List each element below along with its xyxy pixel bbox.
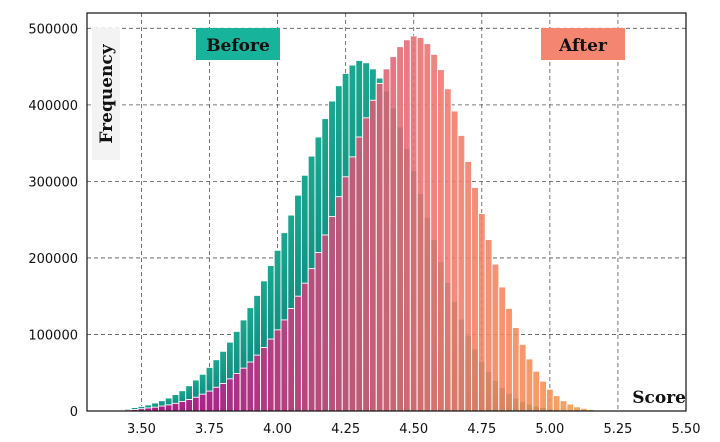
bar-after: [253, 354, 262, 412]
bar-after: [539, 380, 547, 412]
bar-after: [280, 319, 289, 412]
bar-after: [525, 358, 534, 412]
bar-after: [457, 135, 466, 412]
bar-after: [260, 347, 268, 412]
bar-after: [226, 378, 234, 412]
x-tick-label: 4.25: [331, 422, 360, 437]
bar-after: [205, 390, 214, 412]
bar-after: [471, 187, 479, 412]
bar-after: [164, 404, 173, 412]
bar-after: [409, 35, 418, 412]
bar-after: [430, 53, 438, 412]
bar-after: [505, 307, 513, 412]
bar-after: [566, 403, 575, 412]
y-tick-label: 500000: [28, 22, 78, 37]
bar-after: [321, 234, 330, 412]
bar-after: [382, 68, 391, 412]
bar-after: [396, 46, 404, 412]
bar-after: [212, 386, 221, 412]
bar-after: [335, 196, 343, 412]
y-tick-labels: 0 100000 200000 300000 400000 500000: [28, 22, 78, 420]
bar-after: [389, 56, 398, 412]
bar-after: [219, 383, 227, 412]
y-tick-label: 0: [70, 405, 78, 420]
bar-after: [369, 99, 377, 412]
y-tick-label: 100000: [28, 328, 78, 343]
bar-after: [552, 395, 561, 412]
y-tick-label: 400000: [28, 99, 78, 114]
bar-after: [307, 268, 316, 412]
x-tick-label: 4.50: [399, 422, 428, 437]
x-tick-label: 5.25: [603, 422, 632, 437]
bar-after: [443, 88, 452, 412]
bar-after: [239, 367, 248, 412]
legend-after: After: [541, 28, 625, 60]
bar-after: [362, 117, 370, 412]
bar-after: [287, 307, 296, 412]
y-axis-title-box: Frequency: [92, 28, 120, 160]
x-tick-label: 4.00: [263, 422, 292, 437]
bar-after: [246, 361, 255, 412]
legend-before-label: Before: [206, 36, 270, 56]
x-tick-label: 4.75: [467, 422, 496, 437]
x-tick-label: 3.50: [127, 422, 156, 437]
x-tick-label: 3.75: [195, 422, 224, 437]
bar-after: [314, 252, 323, 412]
x-tick-label: 5.50: [672, 422, 701, 437]
legend-after-swatch: [541, 28, 625, 60]
bar-after: [266, 338, 275, 412]
x-tick-labels: 3.50 3.75 4.00 4.25 4.50 4.75 5.00 5.25 5.50: [127, 422, 700, 437]
bar-after: [511, 327, 520, 412]
y-tick-label: 300000: [28, 175, 78, 190]
bar-after: [341, 176, 350, 412]
bar-after: [416, 37, 425, 412]
bar-after: [294, 295, 302, 412]
bar-after: [273, 329, 282, 412]
bar-after: [328, 216, 336, 412]
bar-after: [464, 161, 473, 412]
bar-after: [178, 400, 187, 412]
legend-before: Before: [196, 28, 280, 60]
bar-after: [450, 110, 459, 412]
bar-after: [158, 405, 166, 412]
legend-after-label: After: [558, 36, 608, 56]
bar-after: [300, 282, 309, 412]
y-tick-label: 200000: [28, 252, 78, 267]
bar-after: [171, 402, 180, 412]
plot-frame: [86, 12, 687, 412]
bar-after: [437, 69, 445, 412]
bar-after: [498, 286, 507, 412]
bar-after: [546, 388, 554, 412]
bar-after: [355, 136, 364, 412]
legend-before-swatch: [196, 28, 280, 60]
bar-after: [518, 343, 527, 412]
bar-after: [348, 156, 357, 412]
x-tick-label: 5.00: [535, 422, 564, 437]
bar-after: [491, 263, 500, 412]
bar-after: [403, 39, 411, 412]
bar-after: [192, 396, 200, 412]
bar-after: [423, 43, 432, 412]
bar-after: [232, 373, 241, 412]
bar-after: [532, 370, 541, 412]
y-axis-title: Frequency: [97, 43, 117, 143]
bar-after: [185, 399, 193, 412]
x-axis-title: Score: [632, 388, 686, 408]
bar-after: [477, 213, 486, 412]
bar-after: [573, 406, 581, 412]
bar-after: [198, 393, 207, 412]
bar-after: [375, 82, 384, 412]
bar-after: [559, 400, 568, 412]
bar-after: [484, 239, 493, 412]
